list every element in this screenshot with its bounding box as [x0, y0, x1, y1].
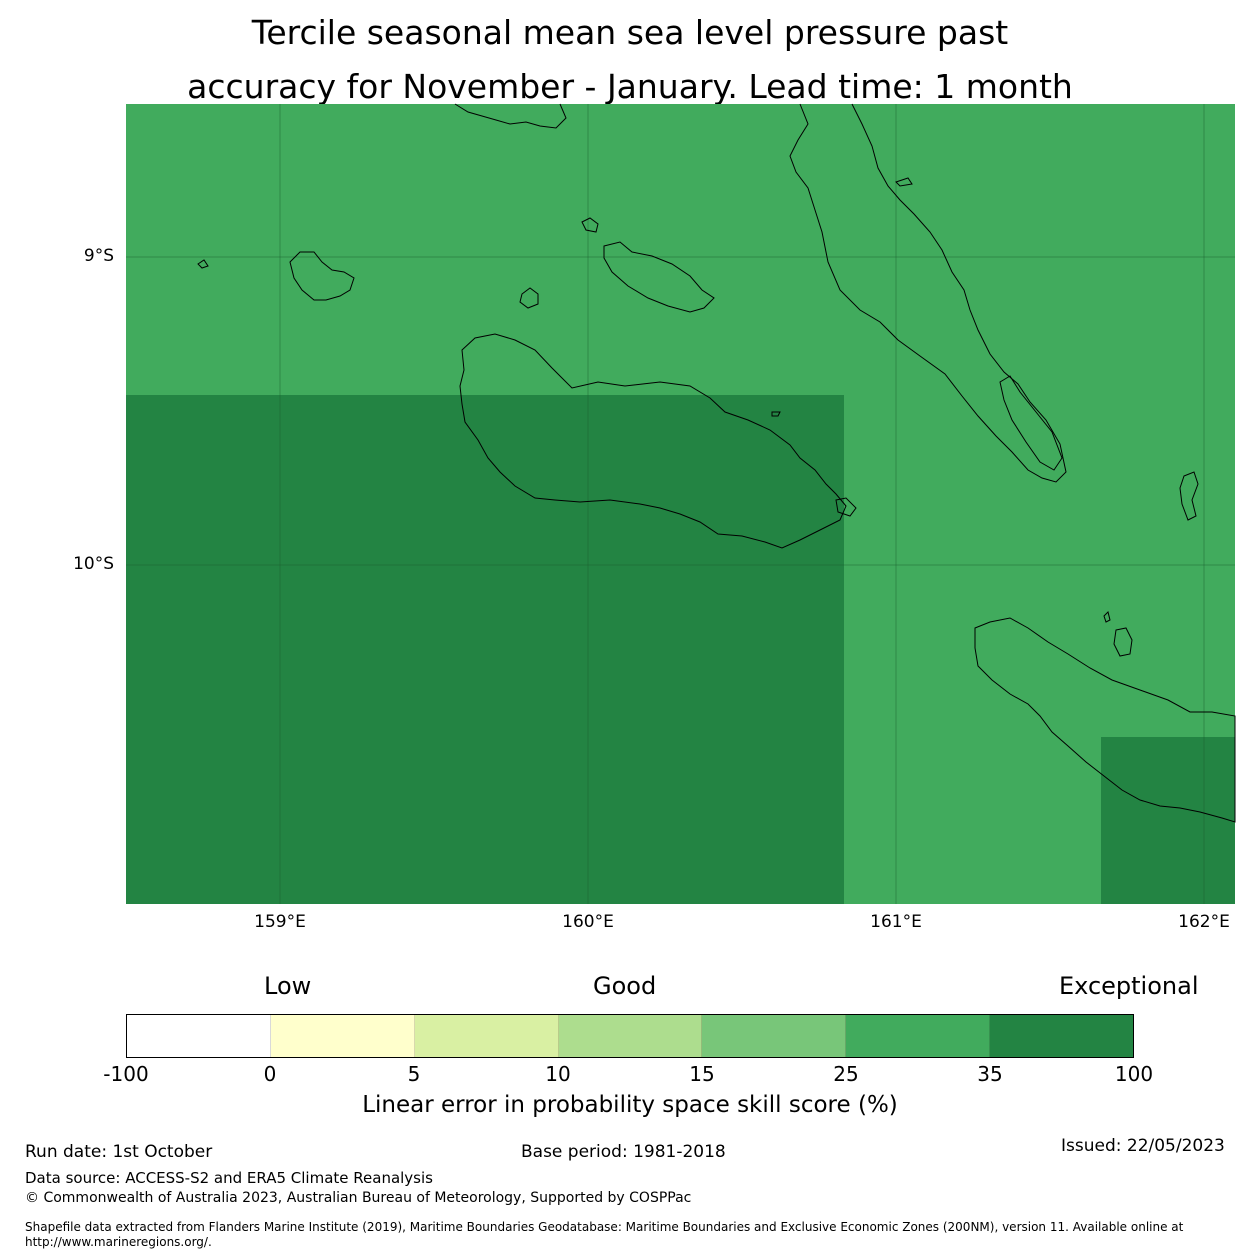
lon-label-159e: 159°E	[254, 912, 306, 932]
colorbar-descriptor-low: Low	[264, 972, 312, 1000]
colorbar-segment	[270, 1015, 415, 1057]
data-source: Data source: ACCESS-S2 and ERA5 Climate …	[25, 1169, 433, 1187]
lon-label-160e: 160°E	[562, 912, 614, 932]
shapefile-credit: Shapefile data extracted from Flanders M…	[25, 1220, 1184, 1249]
colorbar-segment	[990, 1015, 1134, 1057]
issued-date: Issued: 22/05/2023	[1061, 1136, 1225, 1156]
map-gridlines	[126, 104, 1235, 904]
colorbar-tick: 0	[263, 1062, 277, 1086]
colorbar-segment	[414, 1015, 559, 1057]
base-period: Base period: 1981-2018	[521, 1142, 726, 1162]
copyright: © Commonwealth of Australia 2023, Austra…	[25, 1190, 692, 1206]
map-high-skill-southwest	[126, 395, 844, 904]
lon-label-161e: 161°E	[870, 912, 922, 932]
colorbar-segment	[702, 1015, 847, 1057]
colorbar-tick: 35	[977, 1062, 1003, 1086]
colorbar-segment	[127, 1015, 271, 1057]
lat-label-9s: 9°S	[83, 246, 114, 266]
colorbar-tick: 10	[545, 1062, 571, 1086]
colorbar-label: Linear error in probability space skill …	[362, 1092, 898, 1118]
coastline-outline-icon	[197, 103, 1236, 823]
colorbar-tick: 15	[689, 1062, 715, 1086]
colorbar	[126, 1014, 1134, 1058]
lon-label-162e: 162°E	[1178, 912, 1230, 932]
colorbar-tick: 25	[833, 1062, 859, 1086]
colorbar-tick: 100	[1114, 1062, 1154, 1086]
colorbar-tick: 5	[407, 1062, 421, 1086]
map-title: Tercile seasonal mean sea level pressure…	[0, 6, 1260, 114]
run-date: Run date: 1st October	[25, 1142, 213, 1162]
map-high-skill-southeast	[1101, 737, 1235, 904]
colorbar-descriptor-good: Good	[593, 972, 657, 1000]
colorbar-tick: -100	[103, 1062, 149, 1086]
colorbar-segment	[846, 1015, 991, 1057]
skill-map	[126, 103, 1236, 904]
title-line-2: accuracy for November - January. Lead ti…	[187, 67, 1073, 106]
lat-label-10s: 10°S	[73, 554, 114, 574]
colorbar-descriptor-exceptional: Exceptional	[1059, 972, 1199, 1000]
colorbar-segment	[558, 1015, 703, 1057]
title-line-1: Tercile seasonal mean sea level pressure…	[251, 13, 1009, 52]
